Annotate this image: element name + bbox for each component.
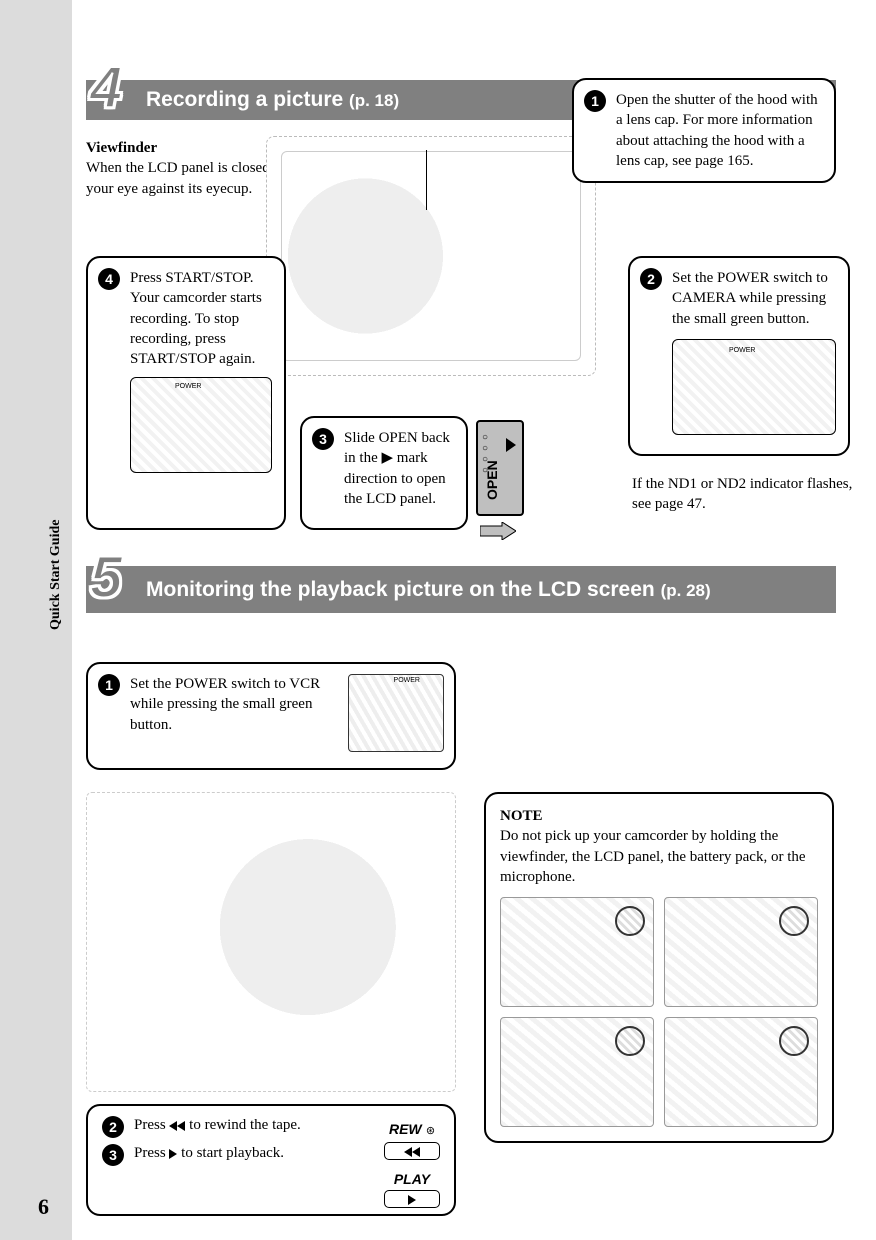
section-5-header: 5 Monitoring the playback picture on the… [86, 566, 836, 613]
rew-label: REW [389, 1121, 422, 1137]
section-5-number: 5 [90, 540, 122, 615]
step-5-3-badge: 3 [102, 1144, 124, 1166]
open-label: OPEN [484, 460, 500, 500]
callout-step-1: 1 Open the shutter of the hood with a le… [572, 78, 836, 183]
page-content: 4 Recording a picture (p. 18) Viewfinder… [86, 80, 836, 1220]
step-5-1-badge: 1 [98, 674, 120, 696]
note-text: Do not pick up your camcorder by holding… [500, 826, 818, 887]
rewind-icon [169, 1121, 177, 1131]
play-label: PLAY [384, 1170, 440, 1189]
step-5-2-badge: 2 [102, 1116, 124, 1138]
step-2-text: Set the POWER switch to CAMERA while pre… [672, 270, 828, 327]
wrong-hold-battery-illustration [500, 1017, 654, 1127]
callout-5-step-1: 1 Set the POWER switch to VCR while pres… [86, 662, 456, 770]
rew-play-buttons: REW ⊛ PLAY [384, 1120, 440, 1210]
power-label: POWER [729, 346, 755, 355]
callout-5-steps-2-3: 2 Press to rewind the tape. 3 Press to s… [86, 1104, 456, 1216]
step-3-text: Slide OPEN back in the ▶ mark direction … [344, 430, 450, 507]
play-button-icon [384, 1190, 440, 1208]
page-number: 6 [38, 1194, 49, 1220]
callout-step-4: 4 Press START/STOP. Your camcorder start… [86, 256, 286, 530]
step-4-text: Press START/STOP. Your camcorder starts … [130, 270, 262, 367]
playback-camcorder-illustration [86, 792, 456, 1092]
section-4-number: 4 [90, 54, 122, 121]
step-1-text: Open the shutter of the hood with a lens… [616, 92, 818, 169]
step-1-badge: 1 [584, 90, 606, 112]
section-5-title: Monitoring the playback picture on the L… [146, 578, 655, 601]
step-4-badge: 4 [98, 268, 120, 290]
note-illustrations [500, 897, 818, 1127]
section-5-pageref: (p. 28) [661, 581, 711, 600]
step-2-badge: 2 [640, 268, 662, 290]
wrong-hold-mic-illustration [664, 1017, 818, 1127]
note-box: NOTE Do not pick up your camcorder by ho… [484, 792, 834, 1143]
power-label-2: POWER [175, 382, 201, 391]
note-heading: NOTE [500, 806, 818, 826]
side-label: Quick Start Guide [48, 520, 64, 630]
wrong-hold-lcd-illustration [664, 897, 818, 1007]
wrong-hold-viewfinder-illustration [500, 897, 654, 1007]
step-3-badge: 3 [312, 428, 334, 450]
section-4-pageref: (p. 18) [349, 91, 399, 110]
nd-indicator-note: If the ND1 or ND2 indicator flashes, see… [632, 474, 872, 515]
step-5-1-text: Set the POWER switch to VCR while pressi… [130, 674, 330, 735]
camcorder-illustration [266, 136, 596, 376]
open-arrow-icon [506, 438, 516, 452]
section-4-title: Recording a picture [146, 88, 343, 111]
open-slider-illustration: ○○○○ OPEN [476, 420, 524, 516]
power-switch-camera-illustration: POWER [672, 339, 836, 435]
callout-step-3: 3 Slide OPEN back in the ▶ mark directio… [300, 416, 468, 530]
section-5-wrap: 5 Monitoring the playback picture on the… [86, 566, 836, 631]
power-label-3: POWER [394, 676, 420, 685]
power-switch-vcr-illustration [348, 674, 444, 752]
leader-line [426, 150, 427, 210]
open-direction-arrow-icon [480, 522, 516, 540]
callout-step-2: 2 Set the POWER switch to CAMERA while p… [628, 256, 850, 456]
start-stop-illustration: POWER [130, 377, 272, 473]
rew-button-icon [384, 1142, 440, 1160]
